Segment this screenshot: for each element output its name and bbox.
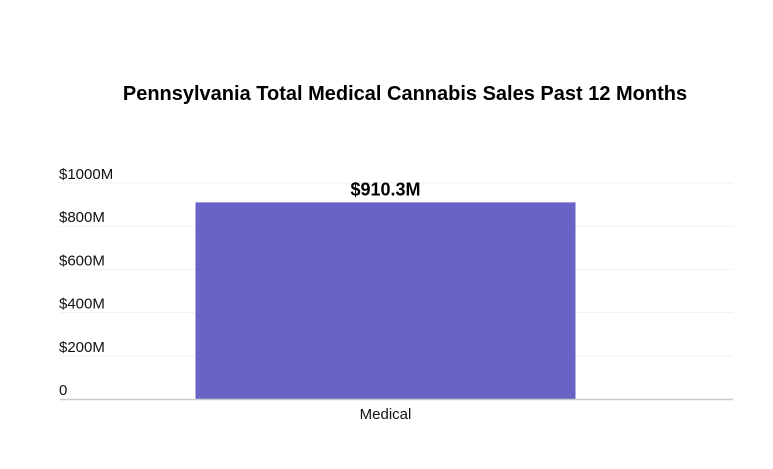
chart-title: Pennsylvania Total Medical Cannabis Sale… [123,83,687,105]
y-tick-label: $200M [59,339,105,356]
bar [195,202,576,399]
y-tick-label: $1000M [59,166,113,183]
data-label: $910.3M [350,179,420,199]
y-tick-label: $800M [59,209,105,226]
y-tick-label: 0 [59,382,67,399]
data-labels: $910.3M [350,179,420,199]
y-axis-ticks: 0 $200M $400M $600M $800M $1000M [59,166,113,399]
y-tick-label: $600M [59,252,105,269]
bars [195,202,576,399]
x-axis-ticks: Medical [360,406,412,423]
x-tick-label: Medical [360,406,412,423]
y-tick-label: $400M [59,296,105,313]
